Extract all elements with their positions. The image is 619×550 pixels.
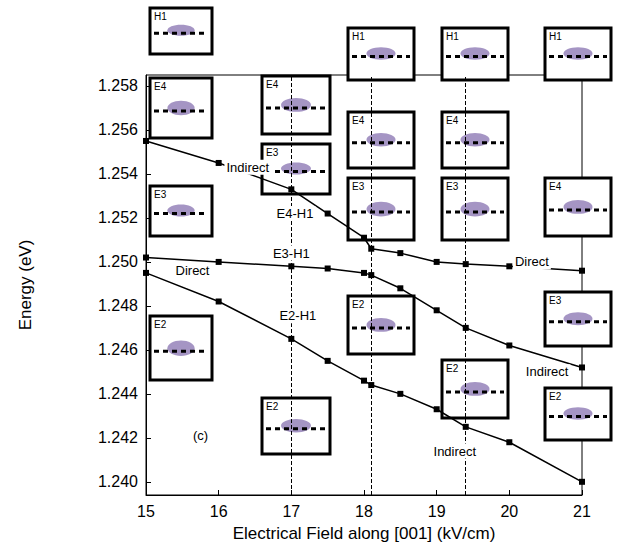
svg-text:Indirect: Indirect: [526, 364, 569, 379]
svg-text:E3: E3: [549, 295, 562, 306]
svg-text:E2: E2: [549, 391, 562, 402]
svg-text:E3: E3: [352, 181, 365, 192]
svg-text:1.242: 1.242: [98, 429, 138, 446]
svg-text:1.258: 1.258: [98, 77, 138, 94]
svg-text:H1: H1: [549, 31, 562, 42]
svg-text:E2: E2: [446, 363, 459, 374]
svg-text:E3: E3: [154, 189, 167, 200]
svg-text:E4: E4: [549, 181, 562, 192]
svg-text:18: 18: [355, 503, 373, 520]
svg-text:17: 17: [282, 503, 300, 520]
svg-text:1.254: 1.254: [98, 165, 138, 182]
svg-text:Energy (eV): Energy (eV): [16, 240, 35, 331]
svg-text:1.244: 1.244: [98, 385, 138, 402]
svg-text:Direct: Direct: [515, 254, 549, 269]
svg-text:E4-H1: E4-H1: [277, 206, 314, 221]
svg-text:15: 15: [137, 503, 155, 520]
svg-text:1.246: 1.246: [98, 341, 138, 358]
svg-text:H1: H1: [154, 11, 167, 22]
svg-text:1.240: 1.240: [98, 473, 138, 490]
svg-text:E4: E4: [266, 79, 279, 90]
svg-text:Direct: Direct: [176, 263, 210, 278]
svg-text:E4: E4: [352, 115, 365, 126]
svg-text:20: 20: [500, 503, 518, 520]
svg-text:E4: E4: [154, 81, 167, 92]
svg-text:Indirect: Indirect: [434, 444, 477, 459]
svg-text:E4: E4: [446, 115, 459, 126]
svg-text:1.250: 1.250: [98, 253, 138, 270]
svg-text:1.256: 1.256: [98, 121, 138, 138]
svg-text:H1: H1: [446, 31, 459, 42]
svg-text:19: 19: [428, 503, 446, 520]
svg-text:E2-H1: E2-H1: [279, 308, 316, 323]
svg-text:E3-H1: E3-H1: [273, 246, 310, 261]
svg-text:1.252: 1.252: [98, 209, 138, 226]
svg-text:E3: E3: [446, 181, 459, 192]
svg-text:21: 21: [573, 503, 591, 520]
svg-text:H1: H1: [352, 31, 365, 42]
svg-text:E3: E3: [266, 147, 279, 158]
svg-text:E2: E2: [352, 299, 365, 310]
svg-text:Electrical Field along [001] (: Electrical Field along [001] (kV/cm): [233, 524, 496, 543]
svg-text:1.248: 1.248: [98, 297, 138, 314]
svg-text:E2: E2: [266, 401, 279, 412]
svg-text:(c): (c): [193, 428, 208, 443]
svg-text:16: 16: [210, 503, 228, 520]
svg-text:Indirect: Indirect: [226, 160, 269, 175]
svg-text:E2: E2: [154, 319, 167, 330]
